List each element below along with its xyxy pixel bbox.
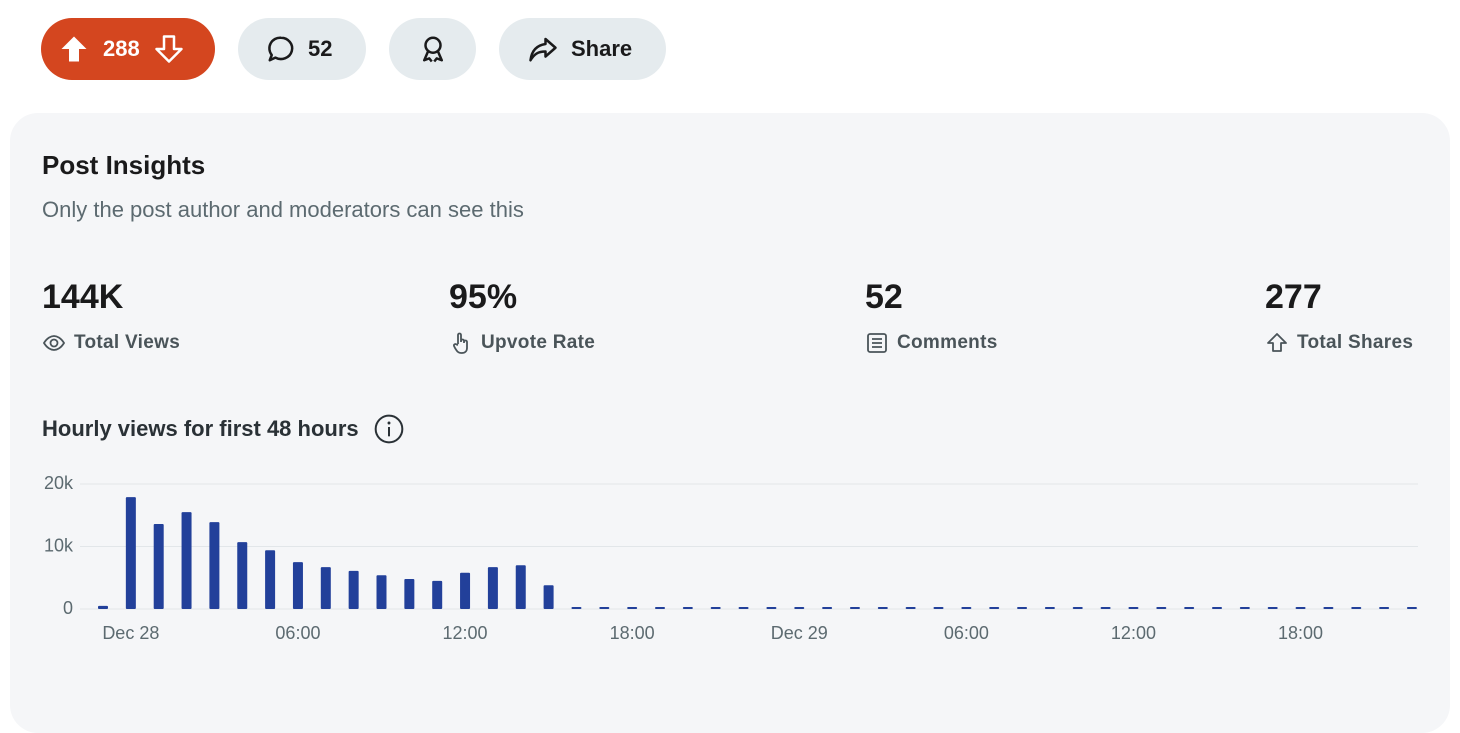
bar xyxy=(404,579,415,609)
chart-title-row: Hourly views for first 48 hours xyxy=(42,413,405,445)
x-tick-label: Dec 28 xyxy=(102,623,159,643)
insights-subtitle: Only the post author and moderators can … xyxy=(42,197,524,222)
bar xyxy=(460,572,471,609)
comments-button[interactable]: 52 xyxy=(238,18,366,80)
chart: 0 10k 20k Dec 28 06:00 12:00 18:00 Dec 29 06:00 1… xyxy=(44,473,1418,643)
bar xyxy=(1044,607,1055,609)
x-tick-label: 18:00 xyxy=(610,623,655,643)
bar xyxy=(320,567,331,609)
stat-label: Total Views xyxy=(42,331,180,355)
info-icon[interactable] xyxy=(373,413,405,445)
y-tick-label: 0 xyxy=(63,598,73,618)
stat-label-text: Upvote Rate xyxy=(481,332,596,353)
insights-card xyxy=(10,113,1450,733)
bar xyxy=(432,580,443,609)
stat-value: 95% xyxy=(449,278,518,316)
bar xyxy=(766,607,777,609)
comment-count: 52 xyxy=(308,36,333,61)
bar xyxy=(1351,607,1362,609)
x-tick-label: 12:00 xyxy=(443,623,488,643)
bar xyxy=(1100,607,1111,609)
stat-label-text: Total Views xyxy=(74,332,181,353)
bar xyxy=(543,585,554,609)
stat-value: 52 xyxy=(865,278,903,316)
bar xyxy=(1379,607,1390,609)
bar xyxy=(1267,607,1278,609)
vote-button[interactable]: 288 xyxy=(41,18,215,80)
page: 288 52 Share Post Insights Only the post… xyxy=(41,18,1418,643)
bar xyxy=(849,607,860,609)
stat-label-text: Comments xyxy=(897,332,998,353)
bar xyxy=(1128,607,1139,609)
bar xyxy=(794,607,805,609)
stat-label: Upvote Rate xyxy=(449,331,595,355)
bar xyxy=(1406,607,1417,609)
x-tick-label: 06:00 xyxy=(944,623,989,643)
bar xyxy=(1072,607,1083,609)
bar xyxy=(1017,607,1028,609)
award-button[interactable] xyxy=(389,18,476,80)
stat-label: Comments xyxy=(865,331,998,355)
upvote-count: 288 xyxy=(103,36,140,61)
downvote-icon[interactable] xyxy=(154,34,184,64)
x-tick-label: 18:00 xyxy=(1278,623,1323,643)
bar xyxy=(599,607,610,609)
bar xyxy=(1295,607,1306,609)
bar xyxy=(738,607,749,609)
bar xyxy=(209,522,220,609)
bar xyxy=(710,607,721,609)
stat-value: 277 xyxy=(1265,278,1322,316)
y-tick-label: 10k xyxy=(44,535,74,555)
bar xyxy=(237,542,248,609)
stat-label-text: Total Shares xyxy=(1297,332,1414,353)
comment-icon xyxy=(268,36,294,62)
bar xyxy=(1239,607,1250,609)
stat-value: 144K xyxy=(42,278,124,316)
bar xyxy=(1156,607,1167,609)
share-button[interactable]: Share xyxy=(499,18,666,80)
bar xyxy=(822,607,833,609)
upvote-icon[interactable] xyxy=(59,34,89,64)
bar xyxy=(877,607,888,609)
bar xyxy=(265,550,276,609)
bar xyxy=(571,607,582,609)
bar xyxy=(933,607,944,609)
bar xyxy=(153,524,164,609)
bar xyxy=(655,607,665,609)
bar xyxy=(1212,607,1222,609)
bar xyxy=(961,607,972,609)
y-tick-label: 20k xyxy=(44,473,74,493)
x-tick-label: 12:00 xyxy=(1111,623,1156,643)
bar xyxy=(515,565,526,609)
x-tick-label: 06:00 xyxy=(275,623,320,643)
x-tick-label: Dec 29 xyxy=(771,623,828,643)
bar xyxy=(487,567,498,609)
bar xyxy=(348,570,359,609)
bar xyxy=(125,497,136,609)
bar xyxy=(682,607,693,609)
bar xyxy=(1184,607,1195,609)
bar xyxy=(98,605,108,609)
bar xyxy=(181,512,192,609)
share-label: Share xyxy=(571,36,633,61)
bar xyxy=(627,607,638,609)
award-icon xyxy=(422,36,443,63)
insights-title: Post Insights xyxy=(42,150,206,180)
bar xyxy=(376,575,387,609)
bar xyxy=(292,562,303,609)
share-icon xyxy=(529,37,557,62)
stat-label: Total Shares xyxy=(1265,331,1413,355)
bar xyxy=(1323,607,1334,609)
bar xyxy=(905,607,916,609)
chart-title: Hourly views for first 48 hours xyxy=(42,416,359,441)
bar xyxy=(989,607,1000,609)
